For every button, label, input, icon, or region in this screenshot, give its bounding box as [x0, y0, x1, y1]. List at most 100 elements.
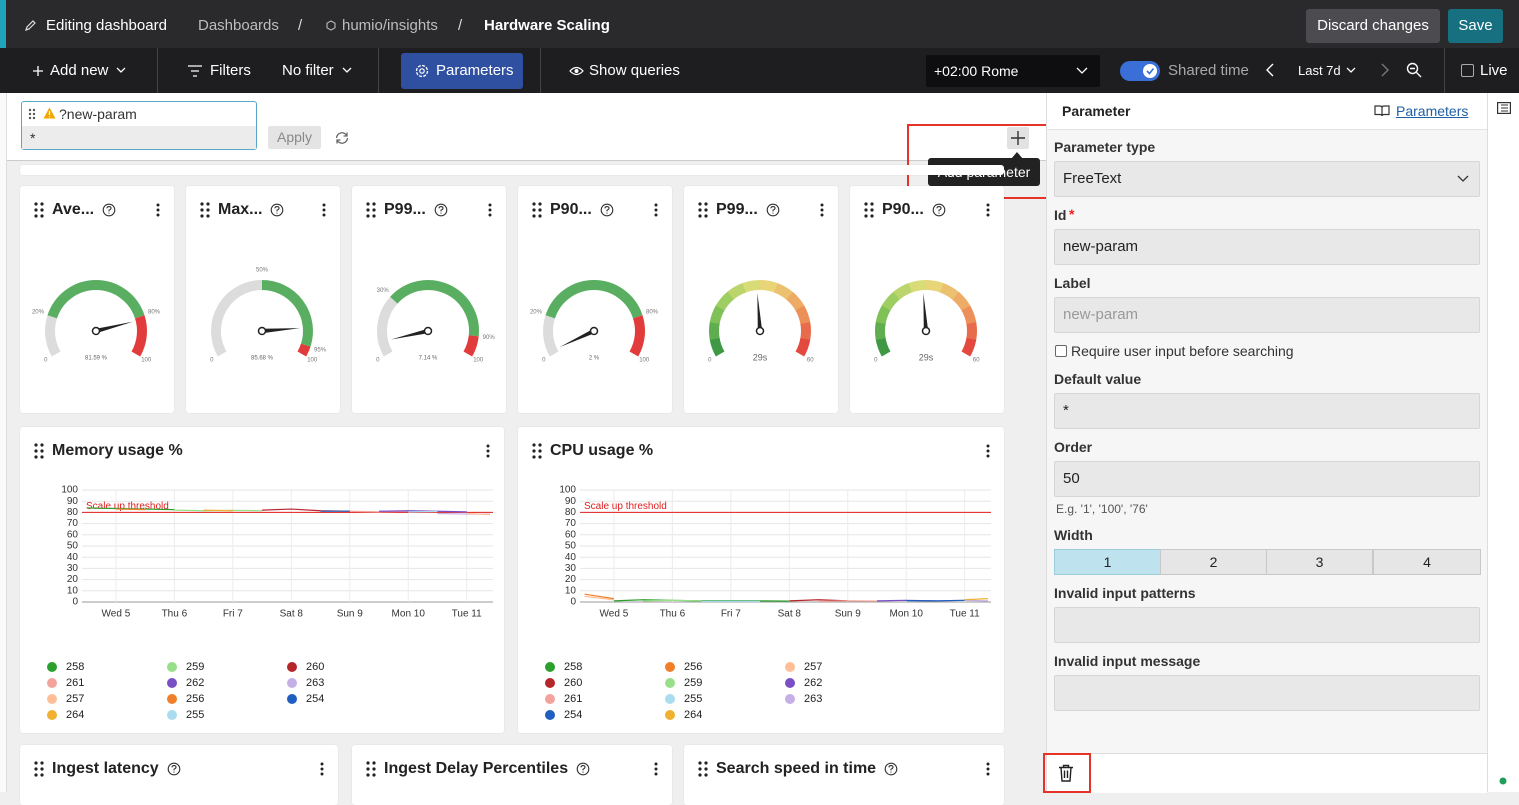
width-option[interactable]: 3 — [1266, 549, 1373, 575]
save-button[interactable]: Save — [1448, 9, 1503, 43]
id-input[interactable]: new-param — [1054, 229, 1480, 265]
next-button[interactable] — [1381, 63, 1389, 77]
parameter-value: * — [30, 128, 35, 148]
gauge-min: 0 — [210, 358, 214, 364]
add-new-button[interactable]: Add new — [50, 61, 108, 81]
legend-swatch — [287, 694, 297, 704]
legend-label: 262 — [804, 677, 822, 689]
gauge-band — [715, 307, 721, 323]
default-input[interactable]: * — [1054, 393, 1480, 429]
gauge-band — [714, 322, 715, 339]
handle-dot — [34, 773, 37, 776]
y-tick-label: 10 — [565, 585, 577, 596]
breadcrumb[interactable]: Dashboards — [198, 16, 279, 36]
legend-label: 254 — [564, 709, 582, 721]
menu-dot — [655, 763, 658, 766]
handle-dot — [40, 761, 43, 764]
legend-swatch — [47, 710, 57, 720]
apply-button[interactable]: Apply — [268, 126, 321, 149]
field-label: Default value — [1054, 369, 1141, 389]
help-icon — [576, 762, 590, 776]
accent-strip — [0, 0, 6, 48]
gauge-hub — [93, 328, 100, 335]
gauge-max: 100 — [307, 358, 318, 364]
legend-swatch — [47, 678, 57, 688]
drag-handle[interactable] — [34, 761, 44, 777]
legend-swatch — [545, 710, 555, 720]
field-label: Order — [1054, 437, 1092, 457]
filters-button[interactable]: Filters — [210, 61, 251, 81]
gauge-ok-band — [52, 285, 139, 317]
status-dot — [1499, 777, 1507, 785]
width-option[interactable]: 4 — [1373, 549, 1481, 575]
menu-dot — [987, 773, 990, 776]
shared-time-toggle[interactable] — [1120, 61, 1160, 81]
drag-handle[interactable] — [698, 761, 708, 777]
gauge-min: 0 — [542, 358, 546, 364]
message-input[interactable] — [1054, 675, 1480, 711]
divider — [157, 48, 158, 93]
order-hint: E.g. '1', '100', '76' — [1056, 499, 1148, 519]
y-tick-label: 100 — [559, 485, 576, 496]
label-input[interactable]: new-param — [1054, 297, 1480, 333]
legend-swatch — [47, 662, 57, 672]
width-option[interactable]: 2 — [1160, 549, 1267, 575]
gauge-track — [382, 300, 394, 354]
show-queries-button[interactable]: Show queries — [589, 61, 680, 81]
widget-title: Search speed in time — [716, 760, 876, 778]
legend-swatch — [665, 694, 675, 704]
gauge-needle — [391, 329, 429, 340]
gauge-track — [216, 285, 262, 354]
warning-icon — [43, 107, 56, 119]
y-tick-label: 60 — [67, 529, 79, 540]
legend-swatch — [167, 662, 177, 672]
legend-label: 260 — [306, 661, 324, 673]
y-tick-label: 70 — [565, 518, 577, 529]
chevron — [1346, 67, 1356, 74]
docs-link[interactable]: Parameters — [1396, 101, 1468, 121]
gauge-hub — [425, 328, 432, 335]
panel-icon[interactable] — [1497, 102, 1511, 114]
widget-menu[interactable] — [320, 762, 324, 776]
right-rail — [1487, 93, 1519, 792]
filter-select[interactable]: No filter — [282, 61, 334, 81]
zoom-button[interactable] — [1406, 62, 1422, 78]
live-checkbox[interactable] — [1461, 64, 1474, 77]
y-tick-label: 20 — [67, 574, 79, 585]
refresh-icon[interactable] — [334, 131, 350, 145]
time-range-select[interactable]: Last 7d — [1298, 61, 1341, 81]
discard-button[interactable]: Discard changes — [1306, 9, 1440, 43]
gauge-hub — [591, 328, 598, 335]
legend-label: 259 — [186, 661, 204, 673]
x-tick-label: Wed 5 — [102, 609, 131, 620]
gear-icon — [414, 63, 430, 79]
handle-dot — [698, 761, 701, 764]
gauge-band — [942, 288, 956, 296]
legend-label: 261 — [564, 693, 582, 705]
help-mark — [889, 766, 893, 773]
legend-swatch — [167, 710, 177, 720]
legend-label: 258 — [564, 661, 582, 673]
widget-menu[interactable] — [986, 762, 990, 776]
divider — [1444, 48, 1445, 93]
widget-menu[interactable] — [654, 762, 658, 776]
legend-swatch — [665, 710, 675, 720]
chevron — [1076, 67, 1088, 75]
legend-swatch — [665, 662, 675, 672]
type-select[interactable]: FreeText — [1054, 161, 1480, 197]
help-icon — [884, 762, 898, 776]
require-checkbox[interactable] — [1055, 345, 1067, 357]
width-option[interactable]: 1 — [1054, 549, 1161, 575]
drag-handle[interactable] — [366, 761, 376, 777]
patterns-input[interactable] — [1054, 607, 1480, 643]
parameter-value-field[interactable] — [22, 126, 256, 149]
previous-button[interactable] — [1266, 63, 1274, 77]
breadcrumb[interactable]: humio/insights — [342, 16, 438, 36]
order-input[interactable]: 50 — [1054, 461, 1480, 497]
